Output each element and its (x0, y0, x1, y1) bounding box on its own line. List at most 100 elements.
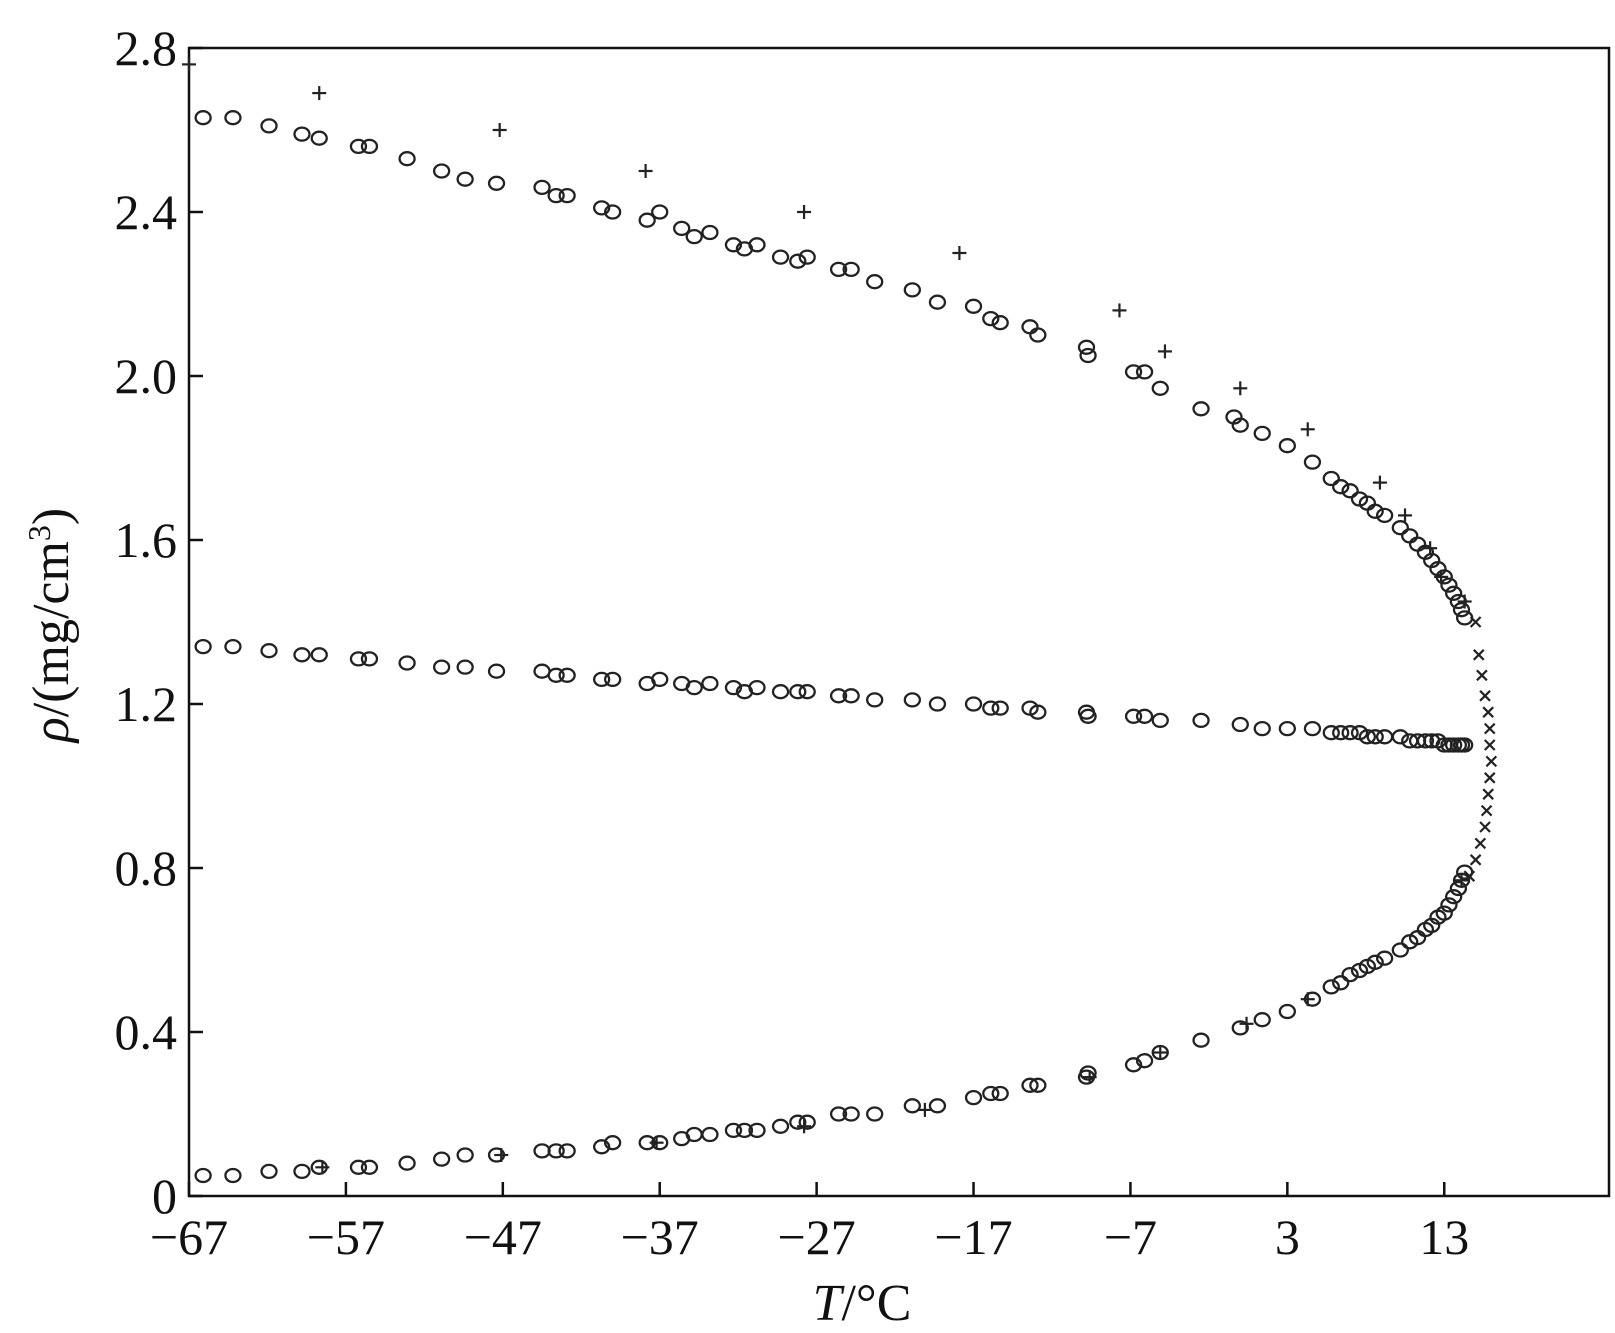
data-point-circle (1455, 610, 1474, 626)
data-point-circle (1253, 1012, 1271, 1028)
y-tick-label: 0.4 (115, 1004, 178, 1060)
data-point-circle (866, 692, 884, 708)
data-point-circle (1391, 729, 1409, 745)
data-point-circle (1135, 364, 1154, 380)
data-point-circle (310, 130, 328, 146)
data-point-circle (194, 638, 212, 655)
data-point-circle (701, 1126, 719, 1143)
data-point-circle (432, 659, 451, 675)
data-point-circle (991, 1085, 1009, 1102)
data-point-plus (1300, 422, 1315, 437)
data-point-circle (1021, 1077, 1039, 1093)
data-point-plus (492, 123, 507, 137)
data-point-circle (829, 688, 848, 704)
data-point-circle (1192, 1032, 1210, 1048)
y-tick-label: 0 (152, 1168, 177, 1224)
data-point-circle (398, 1155, 416, 1171)
data-point-plus (797, 1119, 812, 1134)
data-point-circle (1077, 339, 1096, 355)
data-point-circle (456, 659, 474, 675)
x-axis-title-symbol: T (813, 1275, 845, 1332)
y-tick-label: 1.2 (115, 676, 178, 732)
data-point-circle (1231, 417, 1249, 433)
data-point-circle (1341, 966, 1359, 983)
data-point-circle (928, 1098, 947, 1114)
data-point-plus (1457, 594, 1472, 609)
data-point-circle (1151, 712, 1169, 729)
data-point-circle (1435, 905, 1453, 921)
data-point-circle (593, 200, 611, 216)
data-point-circle (685, 228, 703, 245)
data-point-circle (533, 663, 551, 679)
data-point-circle (1192, 712, 1210, 729)
data-point-circle (1253, 720, 1271, 737)
data-point-circle (1445, 889, 1463, 905)
x-tick-label: 3 (1275, 1209, 1300, 1265)
data-point-circle (487, 663, 506, 679)
data-point-circle (1358, 729, 1377, 745)
data-point-circle (724, 1122, 743, 1139)
data-point-circle (1341, 483, 1359, 499)
data-point-circle (1366, 503, 1384, 519)
data-point-circle (310, 647, 328, 663)
x-tick-label: −57 (307, 1209, 385, 1265)
data-point-circle (1029, 704, 1047, 720)
data-point-circle (1332, 975, 1350, 991)
y-tick-label: 0.8 (115, 840, 178, 896)
data-point-circle (533, 1143, 551, 1159)
plot-frame (187, 46, 1611, 1198)
data-point-circle (1322, 725, 1340, 741)
data-point-circle (928, 696, 947, 712)
data-point-circle (928, 294, 947, 310)
data-point-circle (293, 126, 311, 142)
data-point-circle (1452, 602, 1471, 618)
data-point-circle (964, 298, 983, 314)
y-axis-title-superscript: 3 (21, 525, 57, 541)
data-point-circle (1079, 1065, 1097, 1081)
data-point-circle (349, 138, 368, 155)
data-point-plus (917, 1102, 932, 1117)
data-point-circle (194, 1167, 212, 1184)
data-point-plus (312, 86, 327, 101)
x-tick-label: −17 (934, 1209, 1012, 1265)
data-point-circle (829, 1106, 848, 1122)
data-point-circle (547, 667, 565, 683)
data-point-cross (1483, 739, 1496, 751)
data-point-circle (558, 187, 576, 204)
data-point-circle (789, 684, 807, 700)
data-point-circle (789, 1114, 807, 1130)
data-point-circle (982, 700, 1000, 716)
data-point-circle (293, 1163, 311, 1180)
data-point-circle (1416, 733, 1435, 749)
data-point-circle (1151, 380, 1169, 396)
data-point-circle (685, 679, 703, 696)
data-point-circle (829, 261, 848, 278)
data-point-circle (748, 1122, 766, 1139)
data-point-circle (1278, 720, 1296, 737)
data-point-circle (866, 274, 884, 290)
data-point-circle (432, 1151, 451, 1167)
data-point-circle (771, 684, 790, 700)
x-tick-label: −27 (778, 1209, 856, 1265)
data-point-cross (1479, 690, 1491, 702)
data-point-circle (533, 179, 551, 196)
data-point-circle (1124, 1057, 1143, 1073)
data-point-circle (842, 1106, 860, 1122)
data-point-plus (1300, 992, 1315, 1007)
data-point-cross (1485, 755, 1498, 768)
data-point-circle (842, 688, 860, 704)
data-point-circle (1021, 319, 1039, 335)
data-point-circle (771, 249, 790, 265)
y-tick-label: 1.6 (115, 512, 178, 568)
data-point-circle (1278, 1003, 1296, 1020)
data-point-circle (638, 212, 656, 228)
data-point-circle (673, 220, 691, 237)
data-point-circle (1366, 729, 1384, 745)
data-point-circle (603, 671, 622, 688)
data-point-cross (1469, 854, 1482, 866)
data-point-circle (224, 110, 242, 126)
data-point-circle (903, 692, 921, 708)
data-point-plus (494, 1148, 509, 1162)
data-point-circle (842, 261, 860, 278)
x-tick-label: −47 (464, 1209, 542, 1265)
